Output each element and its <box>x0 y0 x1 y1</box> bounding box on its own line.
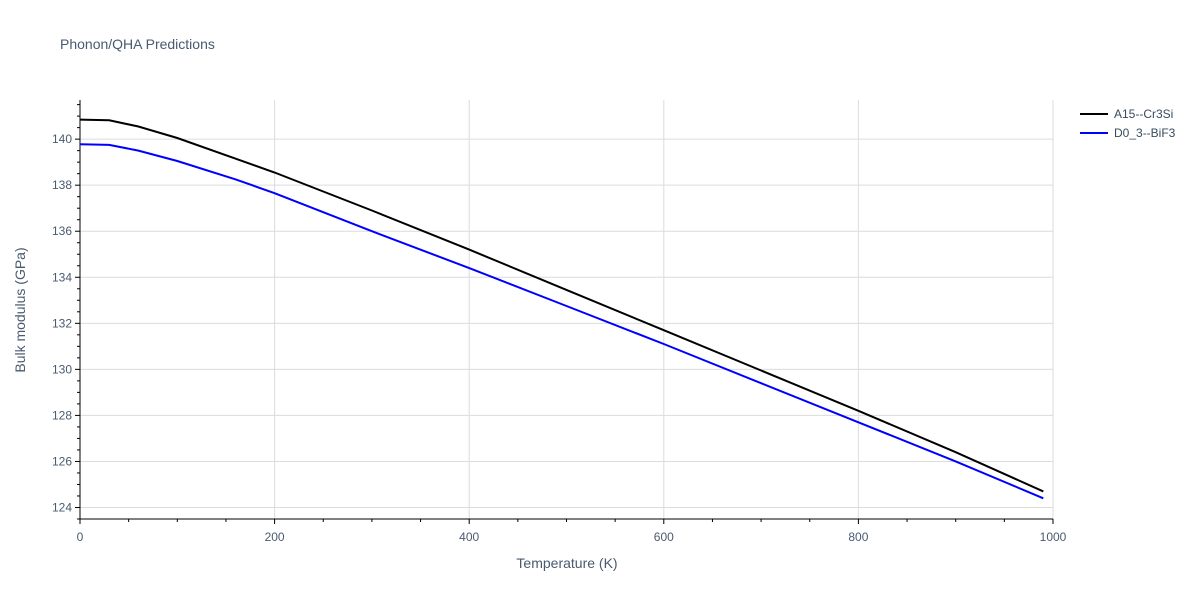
x-tick-label: 1000 <box>1040 530 1067 544</box>
y-tick-label: 130 <box>52 362 72 376</box>
series-lines <box>79 118 1044 500</box>
x-tick-label: 800 <box>848 530 868 544</box>
y-tick-label: 136 <box>52 224 72 238</box>
y-tick-label: 124 <box>52 500 72 514</box>
y-tick-label: 126 <box>52 454 72 468</box>
legend-label: A15--Cr3Si <box>1114 107 1173 121</box>
grid <box>80 100 1054 519</box>
x-tick-label: 200 <box>265 530 285 544</box>
series-line-1 <box>79 143 1044 500</box>
legend-label: D0_3--BiF3 <box>1114 126 1176 140</box>
y-tick-label: 134 <box>52 270 72 284</box>
legend-item-1[interactable]: D0_3--BiF3 <box>1080 126 1176 140</box>
legend[interactable]: A15--Cr3Si D0_3--BiF3 <box>1080 107 1176 140</box>
y-tick-label: 132 <box>52 316 72 330</box>
legend-item-0[interactable]: A15--Cr3Si <box>1080 107 1173 121</box>
x-tick-label: 400 <box>459 530 479 544</box>
y-tick-label: 140 <box>52 132 72 146</box>
chart-title: Phonon/QHA Predictions <box>60 36 215 52</box>
y-axis-title: Bulk modulus (GPa) <box>12 247 28 372</box>
x-axis-title: Temperature (K) <box>516 555 617 571</box>
series-line-0 <box>79 118 1044 493</box>
x-tick-label: 0 <box>77 530 84 544</box>
x-tick-label: 600 <box>654 530 674 544</box>
y-tick-label: 128 <box>52 408 72 422</box>
axes: 0 200 400 600 800 1000 124 126 128 130 132 134 136 13… <box>52 100 1067 544</box>
y-tick-label: 138 <box>52 178 72 192</box>
